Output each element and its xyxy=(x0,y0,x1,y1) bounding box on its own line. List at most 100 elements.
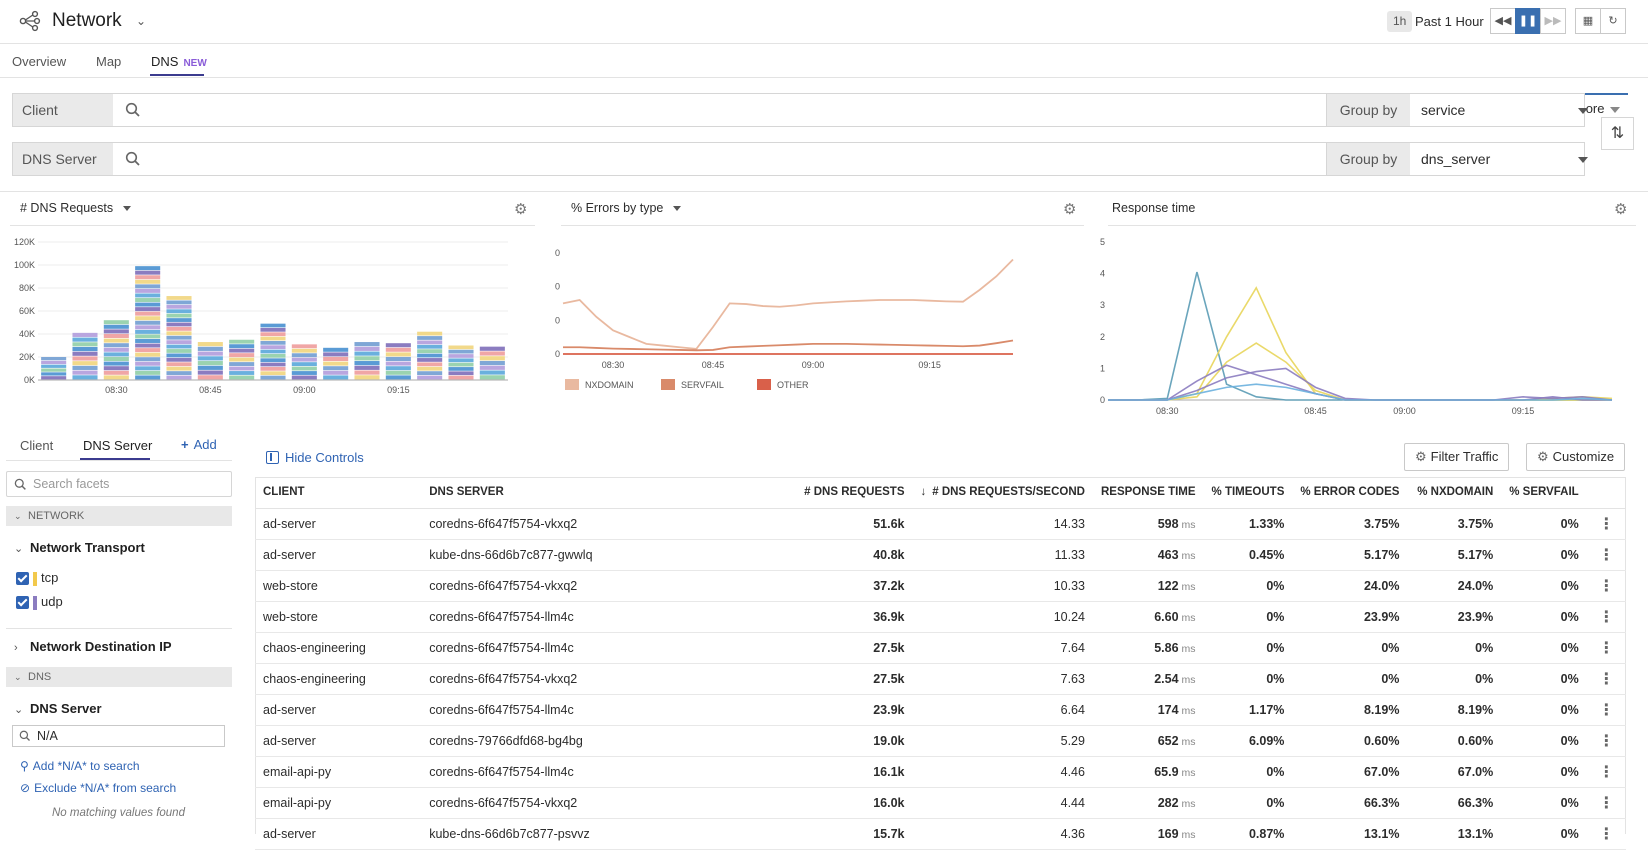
bar-segment xyxy=(197,365,223,370)
dns-server-search-input[interactable] xyxy=(149,147,1309,171)
refresh-icon[interactable]: ↻ xyxy=(1600,8,1626,34)
column-header[interactable]: CLIENT xyxy=(255,477,422,509)
facet-search-input[interactable]: Search facets xyxy=(6,471,232,497)
rewind-icon[interactable]: ◀◀ xyxy=(1490,8,1516,34)
table-row[interactable]: email-api-py coredns-6f647f5754-vkxq2 16.0… xyxy=(255,787,1626,819)
checkbox-udp[interactable] xyxy=(16,596,29,610)
table-row[interactable]: web-store coredns-6f647f5754-llm4c 36.9k 10… xyxy=(255,601,1626,633)
bar-segment xyxy=(72,342,98,347)
dns-server-filter-label: DNS Server xyxy=(13,143,113,175)
column-header[interactable]: RESPONSE TIME xyxy=(1092,477,1204,509)
row-menu-icon[interactable]: ⋮ xyxy=(1586,508,1626,540)
cell-client: email-api-py xyxy=(255,787,422,819)
facet-value-udp[interactable]: udp xyxy=(16,594,63,610)
table-row[interactable]: ad-server coredns-79766dfd68-bg4bg 19.0k 5.… xyxy=(255,725,1626,757)
requests-panel-title[interactable]: # DNS Requests xyxy=(20,201,132,215)
bar-segment xyxy=(260,366,286,371)
cell-servfail: 0% xyxy=(1501,787,1587,819)
chevron-down-icon: ⌄ xyxy=(14,672,22,682)
tab-dns-label: DNS xyxy=(151,54,179,69)
bar-segment xyxy=(166,326,192,331)
row-menu-icon[interactable]: ⋮ xyxy=(1586,539,1626,571)
tab-dns-server-facets[interactable]: DNS Server xyxy=(83,438,153,453)
bar-segment xyxy=(260,345,286,350)
bar-segment xyxy=(417,331,443,336)
tab-client-facets[interactable]: Client xyxy=(20,438,54,453)
bar-segment xyxy=(103,320,129,325)
table-row[interactable]: email-api-py coredns-6f647f5754-llm4c 16.1… xyxy=(255,756,1626,788)
customize-button[interactable]: ⚙ Customize xyxy=(1526,443,1626,471)
column-header[interactable]: % NXDOMAIN xyxy=(1407,477,1502,509)
row-menu-icon[interactable]: ⋮ xyxy=(1586,694,1626,726)
row-menu-icon[interactable]: ⋮ xyxy=(1586,725,1626,757)
bar-segment xyxy=(72,361,98,366)
cell-requests: 19.0k xyxy=(682,725,913,757)
response-time-value: 122 xyxy=(1157,578,1179,593)
table-row[interactable]: web-store coredns-6f647f5754-vkxq2 37.2k 10… xyxy=(255,570,1626,602)
table-row[interactable]: chaos-engineering coredns-6f647f5754-llm4… xyxy=(255,632,1626,664)
facet-dns-server[interactable]: ⌄ DNS Server xyxy=(14,701,102,716)
new-badge: NEW xyxy=(183,58,207,69)
errors-panel-title[interactable]: % Errors by type xyxy=(571,201,682,215)
server-group-by-select[interactable]: dns_server xyxy=(1411,143,1598,175)
row-menu-icon[interactable]: ⋮ xyxy=(1586,601,1626,633)
client-search-input[interactable] xyxy=(149,98,1309,122)
response-time-unit: ms xyxy=(1181,642,1196,655)
section-dns[interactable]: ⌄ DNS xyxy=(6,667,232,687)
legend-swatch xyxy=(757,379,771,390)
dns-server-facet-search[interactable]: N/A xyxy=(12,725,225,747)
facet-value-tcp-label: tcp xyxy=(41,570,59,585)
tab-overview[interactable]: Overview xyxy=(12,54,67,69)
gear-icon[interactable]: ⚙ xyxy=(1063,201,1077,218)
table-row[interactable]: chaos-engineering coredns-6f647f5754-vkxq… xyxy=(255,663,1626,695)
exclude-from-search-link[interactable]: ⊘ Exclude *N/A* from search xyxy=(20,781,176,795)
table-row[interactable]: ad-server kube-dns-66d6b7c877-gwwlq 40.8k 1… xyxy=(255,539,1626,571)
facet-network-transport[interactable]: ⌄ Network Transport xyxy=(14,540,145,555)
bar-segment xyxy=(72,375,98,380)
add-facet-button[interactable]: + Add xyxy=(181,437,217,452)
row-menu-icon[interactable]: ⋮ xyxy=(1586,632,1626,664)
add-to-search-link[interactable]: ⚲ Add *N/A* to search xyxy=(20,759,140,773)
filter-traffic-button[interactable]: ⚙ Filter Traffic xyxy=(1404,443,1510,471)
timeframe-label[interactable]: Past 1 Hour xyxy=(1415,14,1484,29)
column-header[interactable]: # DNS REQUESTS xyxy=(682,477,913,509)
tab-dns[interactable]: DNS NEW xyxy=(151,54,207,69)
column-header[interactable]: % ERROR CODES xyxy=(1292,477,1408,509)
add-to-search-label: Add *N/A* to search xyxy=(32,759,140,773)
table-row[interactable]: ad-server coredns-6f647f5754-vkxq2 51.6k 14… xyxy=(255,508,1626,540)
row-menu-icon[interactable]: ⋮ xyxy=(1586,663,1626,695)
column-header[interactable]: DNS SERVER xyxy=(421,477,683,509)
facet-value-tcp[interactable]: tcp xyxy=(16,570,58,586)
column-header[interactable]: % TIMEOUTS xyxy=(1203,477,1293,509)
fast-forward-icon[interactable]: ▶▶ xyxy=(1540,8,1566,34)
tab-map[interactable]: Map xyxy=(96,54,122,69)
pause-icon[interactable]: ❚❚ xyxy=(1515,8,1541,34)
swap-direction-button[interactable]: ⇅ xyxy=(1601,117,1634,150)
bar-segment xyxy=(166,344,192,349)
cell-errors: 66.3% xyxy=(1292,787,1408,819)
section-network[interactable]: ⌄ NETWORK xyxy=(6,506,232,526)
timeframe-badge[interactable]: 1h xyxy=(1387,11,1413,32)
row-menu-icon[interactable]: ⋮ xyxy=(1586,787,1626,819)
calendar-icon[interactable]: ▦ xyxy=(1575,8,1601,34)
bar-segment xyxy=(354,356,380,361)
y-tick-label: 3 xyxy=(1100,300,1105,310)
cell-rt: 652 ms xyxy=(1092,725,1204,757)
title-chevron-down-icon[interactable]: ⌄ xyxy=(136,14,147,28)
row-menu-icon[interactable]: ⋮ xyxy=(1586,570,1626,602)
facet-network-destination-ip[interactable]: › Network Destination IP xyxy=(14,639,172,654)
column-header[interactable]: % SERVFAIL xyxy=(1501,477,1587,509)
checkbox-tcp[interactable] xyxy=(16,572,29,586)
hide-controls-button[interactable]: Hide Controls xyxy=(266,450,364,465)
bar-segment xyxy=(166,340,192,345)
bar-segment xyxy=(323,375,349,380)
gear-icon[interactable]: ⚙ xyxy=(1614,201,1628,218)
cell-errors: 0% xyxy=(1292,632,1408,664)
gear-icon[interactable]: ⚙ xyxy=(514,201,528,218)
column-header-sorted[interactable]: ↓ # DNS REQUESTS/SECOND xyxy=(912,477,1093,509)
client-group-by-select[interactable]: service xyxy=(1411,94,1598,126)
bar-segment xyxy=(135,370,161,375)
table-row[interactable]: ad-server coredns-6f647f5754-llm4c 23.9k 6.… xyxy=(255,694,1626,726)
row-menu-icon[interactable]: ⋮ xyxy=(1586,756,1626,788)
